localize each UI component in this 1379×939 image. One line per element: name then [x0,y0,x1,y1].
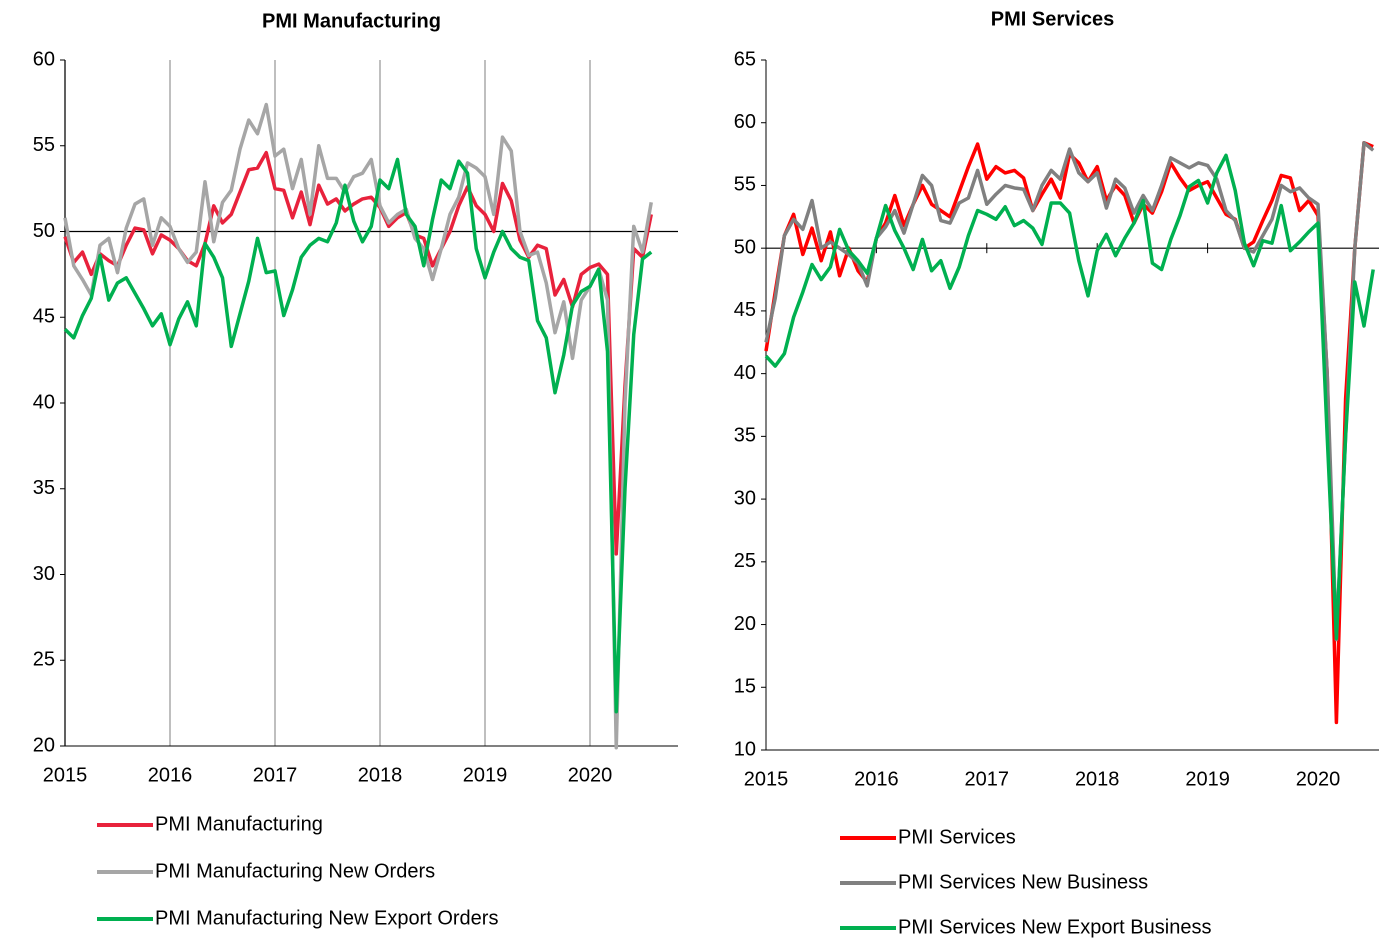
y-tick-label: 45 [734,299,756,321]
y-tick-label: 50 [33,220,55,242]
y-tick-label: 25 [33,649,55,671]
x-tick-label: 2017 [253,764,298,786]
y-tick-label: 10 [734,738,756,760]
x-tick-label: 2018 [1075,768,1120,790]
y-tick-label: 40 [734,362,756,384]
y-tick-label: 20 [734,613,756,635]
y-tick-label: 35 [33,477,55,499]
y-tick-label: 40 [33,391,55,413]
y-tick-label: 20 [33,734,55,756]
legend-label: PMI Services [898,826,1016,848]
series-line [764,141,1375,642]
x-tick-label: 2018 [358,764,403,786]
y-tick-label: 65 [734,48,756,70]
y-tick-label: 15 [734,676,756,698]
series-line [764,153,1375,641]
y-tick-label: 60 [33,48,55,70]
x-tick-label: 2017 [965,768,1010,790]
x-tick-label: 2020 [568,764,613,786]
legend-label: PMI Manufacturing New Export Orders [155,907,498,929]
x-tick-label: 2015 [43,764,88,786]
series-line [63,102,653,750]
y-tick-label: 60 [734,111,756,133]
legend-label: PMI Manufacturing [155,813,323,835]
y-tick-label: 35 [734,425,756,447]
chart-title: PMI Services [991,8,1114,30]
x-tick-label: 2016 [148,764,193,786]
x-tick-label: 2020 [1296,768,1341,790]
series-line [63,157,653,714]
x-tick-label: 2019 [1185,768,1230,790]
y-tick-label: 30 [734,487,756,509]
y-tick-label: 55 [734,174,756,196]
series-line [764,141,1374,725]
y-tick-label: 55 [33,134,55,156]
series-line [63,150,653,556]
legend-label: PMI Manufacturing New Orders [155,860,435,882]
x-tick-label: 2016 [854,768,899,790]
chart-title: PMI Manufacturing [262,10,441,32]
legend-label: PMI Services New Business [898,871,1148,893]
y-tick-label: 30 [33,563,55,585]
legend-label: PMI Services New Export Business [898,916,1211,938]
y-tick-label: 45 [33,306,55,328]
x-tick-label: 2015 [744,768,789,790]
y-tick-label: 25 [734,550,756,572]
x-tick-label: 2019 [463,764,508,786]
y-tick-label: 50 [734,236,756,258]
